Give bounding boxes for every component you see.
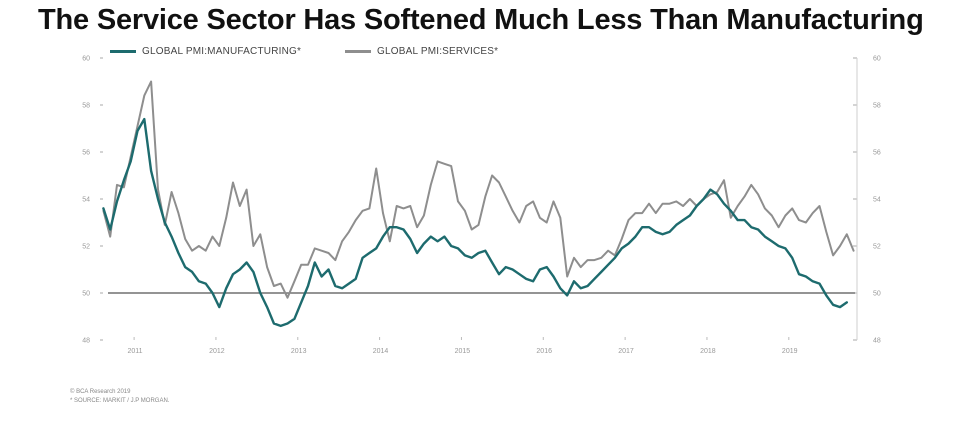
legend-swatch-manufacturing xyxy=(110,50,136,53)
source-note: * SOURCE: MARKIT / J.P MORGAN. xyxy=(70,398,170,404)
chart-footer: © BCA Research 2019 * SOURCE: MARKIT / J… xyxy=(70,388,169,406)
y-tick-label-right: 60 xyxy=(873,56,881,63)
y-tick-label-left: 50 xyxy=(82,291,90,298)
series-line-services xyxy=(102,80,855,299)
y-tick-label-left: 48 xyxy=(82,338,90,345)
y-tick-label-left: 56 xyxy=(82,150,90,157)
x-tick-label: 2017 xyxy=(618,348,634,355)
y-tick-label-left: 54 xyxy=(82,197,90,204)
y-tick-label-right: 50 xyxy=(873,291,881,298)
y-tick-label-left: 52 xyxy=(82,244,90,251)
y-tick-label-left: 60 xyxy=(82,56,90,63)
y-tick-label-right: 54 xyxy=(873,197,881,204)
x-tick-label: 2011 xyxy=(127,348,142,355)
legend-swatch-services xyxy=(345,50,371,53)
y-tick-label-right: 48 xyxy=(873,338,881,345)
x-tick-label: 2014 xyxy=(373,348,389,355)
y-tick-label-right: 56 xyxy=(873,150,881,157)
x-tick-label: 2013 xyxy=(291,348,307,355)
legend-item-services: GLOBAL PMI:SERVICES* xyxy=(345,46,498,57)
y-tick-label-left: 58 xyxy=(82,103,90,110)
x-tick-label: 2016 xyxy=(536,348,552,355)
chart-title: The Service Sector Has Softened Much Les… xyxy=(38,4,924,36)
series-line-manufacturing xyxy=(102,117,848,328)
y-tick-label-right: 58 xyxy=(873,103,881,110)
x-tick-label: 2019 xyxy=(782,348,798,355)
y-tick-label-right: 52 xyxy=(873,244,881,251)
legend-item-manufacturing: GLOBAL PMI:MANUFACTURING* xyxy=(110,46,301,57)
x-tick-label: 2012 xyxy=(209,348,225,355)
x-tick-label: 2015 xyxy=(455,348,471,355)
copyright-note: © BCA Research 2019 xyxy=(70,389,131,395)
legend-label-manufacturing: GLOBAL PMI:MANUFACTURING* xyxy=(142,46,302,57)
x-tick-label: 2018 xyxy=(700,348,716,355)
legend-label-services: GLOBAL PMI:SERVICES* xyxy=(377,46,499,57)
